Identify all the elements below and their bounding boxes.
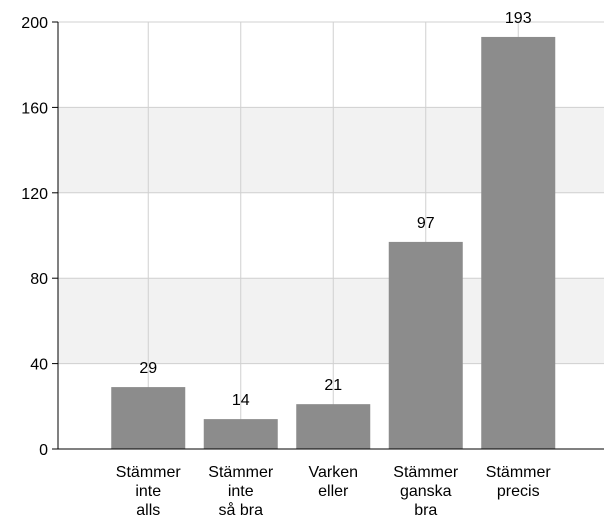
bar	[111, 387, 186, 449]
data-label: 29	[139, 360, 157, 377]
bar	[481, 36, 556, 449]
category-label-line: Varken	[308, 464, 358, 481]
category-label: Stämmer ganska bra	[393, 464, 459, 519]
category-label: Varken eller	[308, 464, 358, 500]
y-axis-ticks: 0 40 80 120 160 200	[21, 15, 58, 459]
y-tick-label: 160	[21, 100, 48, 117]
y-tick-label: 120	[21, 186, 48, 203]
category-label-line: alls	[136, 502, 160, 519]
category-label-line: ganska	[400, 483, 452, 500]
category-label: Stämmer inte så bra	[208, 464, 274, 519]
category-label-line: bra	[414, 502, 437, 519]
bars	[111, 36, 556, 449]
category-label-line: Stämmer	[116, 464, 182, 481]
y-tick-label: 40	[30, 357, 48, 374]
data-labels: 29 14 21 97 193	[139, 10, 531, 409]
bar	[296, 404, 371, 449]
data-label: 97	[417, 215, 435, 232]
data-label: 14	[232, 392, 250, 409]
bar	[388, 241, 463, 449]
y-tick-label: 0	[39, 442, 48, 459]
y-tick-label: 80	[30, 271, 48, 288]
category-label-line: inte	[228, 483, 254, 500]
category-label: Stämmer inte alls	[116, 464, 182, 519]
category-label-line: Stämmer	[393, 464, 459, 481]
category-label-line: så bra	[219, 501, 264, 519]
category-label-line: eller	[318, 483, 349, 500]
data-label: 193	[505, 10, 532, 27]
category-label-line: precis	[497, 483, 540, 500]
data-label: 21	[324, 377, 342, 394]
y-tick-label: 200	[21, 15, 48, 32]
category-label-line: Stämmer	[208, 464, 274, 481]
category-label: Stämmer precis	[486, 464, 552, 500]
axes	[57, 22, 604, 450]
category-label-line: inte	[135, 483, 161, 500]
bar	[203, 419, 278, 449]
category-label-line: Stämmer	[486, 464, 552, 481]
